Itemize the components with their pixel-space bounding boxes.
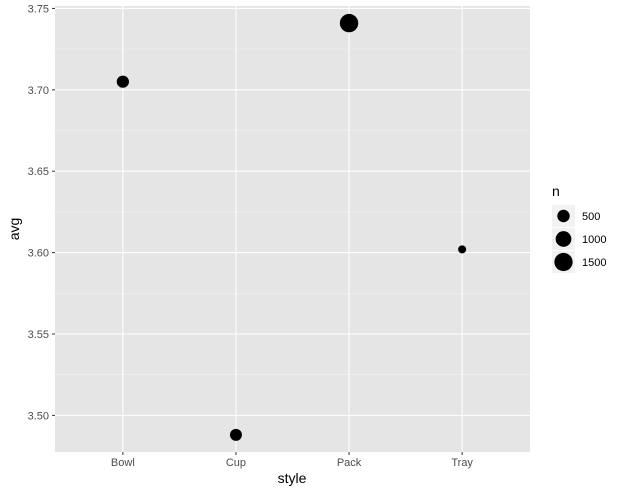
legend-label-1000: 1000 bbox=[582, 234, 606, 246]
data-point-bowl bbox=[116, 75, 129, 88]
x-axis-title: style bbox=[278, 470, 307, 486]
size-legend: n 500 1000 1500 bbox=[552, 183, 606, 273]
y-tick-label: 3.70 bbox=[28, 85, 49, 97]
y-axis: 3.50 3.55 3.60 3.65 3.70 3.75 bbox=[28, 3, 55, 422]
x-tick-label: Pack bbox=[337, 457, 362, 469]
x-axis: Bowl Cup Pack Tray bbox=[111, 452, 473, 469]
y-tick-label: 3.60 bbox=[28, 248, 49, 260]
data-point-cup bbox=[229, 428, 242, 441]
y-tick-label: 3.65 bbox=[28, 166, 49, 178]
y-tick-label: 3.50 bbox=[28, 410, 49, 422]
y-axis-title: avg bbox=[6, 218, 22, 241]
legend-key-1500 bbox=[554, 252, 573, 272]
legend-title: n bbox=[552, 183, 560, 199]
legend-key-500 bbox=[557, 209, 570, 223]
legend-label-500: 500 bbox=[582, 211, 600, 223]
legend-keys: 500 1000 1500 bbox=[552, 205, 606, 273]
data-point-pack bbox=[339, 13, 359, 33]
y-tick-label: 3.55 bbox=[28, 329, 49, 341]
x-tick-label: Cup bbox=[226, 457, 246, 469]
legend-label-1500: 1500 bbox=[582, 257, 606, 269]
y-tick-label: 3.75 bbox=[28, 3, 49, 15]
data-points bbox=[116, 13, 467, 441]
plot-panel bbox=[55, 6, 530, 452]
legend-key-1000 bbox=[555, 231, 572, 247]
x-tick-label: Bowl bbox=[111, 457, 135, 469]
data-point-tray bbox=[458, 245, 467, 254]
x-tick-label: Tray bbox=[451, 457, 473, 469]
